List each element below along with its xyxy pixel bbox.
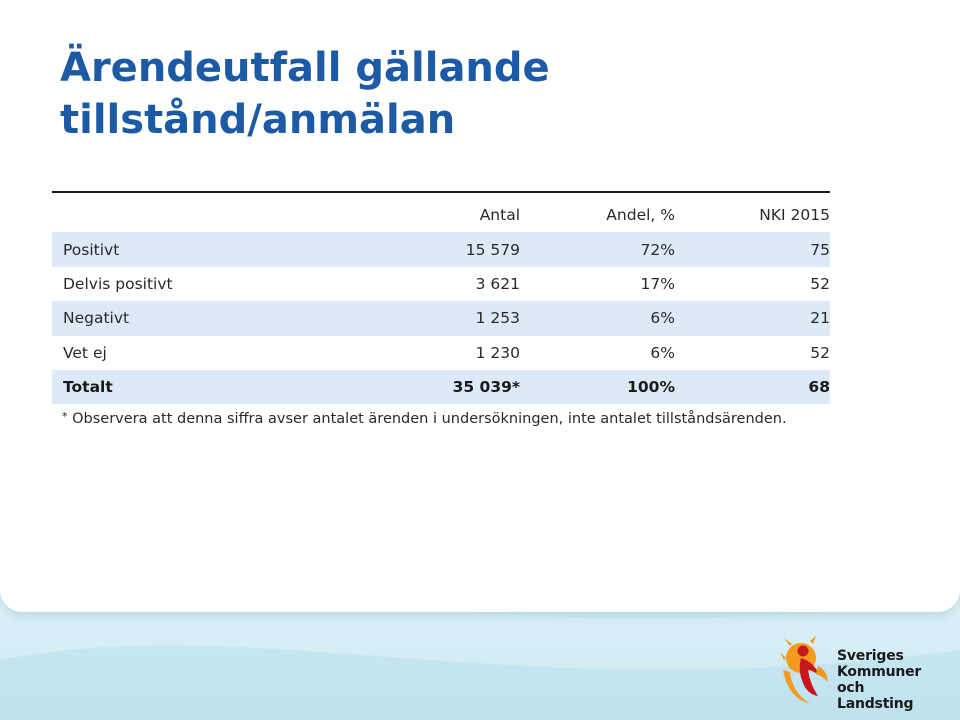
table-total-row: Totalt 35 039* 100% 68: [52, 369, 830, 405]
row-andel: 17%: [640, 274, 675, 293]
row-antal: 15 579: [465, 240, 520, 259]
row-nki: 75: [810, 240, 830, 259]
row-nki: 52: [810, 343, 830, 362]
header-nki: NKI 2015: [759, 206, 830, 225]
row-label: Delvis positivt: [63, 274, 173, 293]
row-andel: 6%: [650, 309, 675, 328]
row-nki: 52: [810, 274, 830, 293]
skl-figure-logo-icon: [780, 636, 828, 704]
logo-line3: och Landsting: [837, 680, 914, 712]
table-row: Negativt 1 253 6% 21: [52, 301, 830, 336]
total-antal: 35 039*: [452, 378, 520, 397]
logo-line1: Sveriges: [837, 648, 904, 664]
skl-logo-text: Sveriges Kommuner och Landsting: [837, 648, 945, 712]
total-andel: 100%: [627, 378, 675, 397]
row-label: Positivt: [63, 240, 120, 259]
table-header-row: Antal Andel, % NKI 2015: [52, 198, 830, 232]
row-antal: 1 230: [475, 343, 520, 362]
total-label: Totalt: [63, 378, 113, 397]
results-table: Antal Andel, % NKI 2015 Positivt 15 579 …: [52, 198, 830, 405]
footnote: * Observera att denna siffra avser antal…: [62, 410, 822, 427]
table-row: Delvis positivt 3 621 17% 52: [52, 267, 830, 301]
row-andel: 72%: [640, 240, 675, 259]
slide-title-line1: Ärendeutfall gällande: [60, 45, 550, 91]
footnote-text: Observera att denna siffra avser antalet…: [67, 411, 787, 427]
row-label: Vet ej: [63, 343, 107, 362]
table-row: Vet ej 1 230 6% 52: [52, 336, 830, 370]
footnote-marker: *: [62, 410, 68, 423]
row-nki: 21: [810, 309, 830, 328]
header-antal: Antal: [479, 206, 520, 225]
slide-card: Ärendeutfall gällande tillstånd/anmälan …: [52, 42, 880, 427]
logo-line2: Kommuner: [837, 664, 922, 680]
row-andel: 6%: [650, 343, 675, 362]
header-andel: Andel, %: [606, 206, 675, 225]
total-nki: 68: [808, 378, 830, 397]
skl-logo: Sveriges Kommuner och Landsting: [780, 636, 945, 712]
row-antal: 1 253: [475, 309, 520, 328]
table-row: Positivt 15 579 72% 75: [52, 232, 830, 267]
row-label: Negativt: [63, 309, 130, 328]
slide-title: Ärendeutfall gällande tillstånd/anmälan: [60, 42, 880, 146]
table-top-rule: [52, 191, 830, 193]
row-antal: 3 621: [475, 274, 520, 293]
slide-title-line2: tillstånd/anmälan: [60, 97, 456, 143]
